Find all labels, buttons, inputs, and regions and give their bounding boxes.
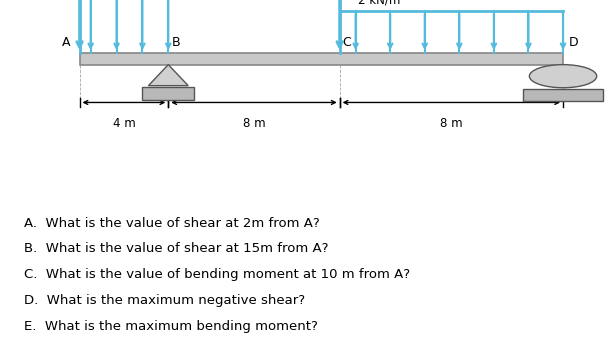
- Text: D: D: [569, 36, 579, 49]
- Text: E.  What is the maximum bending moment?: E. What is the maximum bending moment?: [24, 320, 318, 333]
- Text: A: A: [62, 36, 70, 49]
- Bar: [80, 53, 563, 65]
- Text: C: C: [343, 36, 351, 49]
- Text: 8 m: 8 m: [243, 117, 265, 130]
- Text: 2 kN/m: 2 kN/m: [358, 0, 400, 7]
- Text: A.  What is the value of shear at 2m from A?: A. What is the value of shear at 2m from…: [24, 217, 320, 230]
- Text: B.  What is the value of shear at 15m from A?: B. What is the value of shear at 15m fro…: [24, 242, 329, 255]
- Polygon shape: [149, 65, 188, 86]
- Text: C.  What is the value of bending moment at 10 m from A?: C. What is the value of bending moment a…: [24, 268, 411, 281]
- Text: B: B: [171, 36, 180, 49]
- Text: 8 m: 8 m: [440, 117, 463, 130]
- Bar: [143, 87, 195, 100]
- Text: 4 m: 4 m: [113, 117, 135, 130]
- Bar: [523, 89, 603, 101]
- Text: D.  What is the maximum negative shear?: D. What is the maximum negative shear?: [24, 294, 305, 307]
- Circle shape: [529, 65, 597, 88]
